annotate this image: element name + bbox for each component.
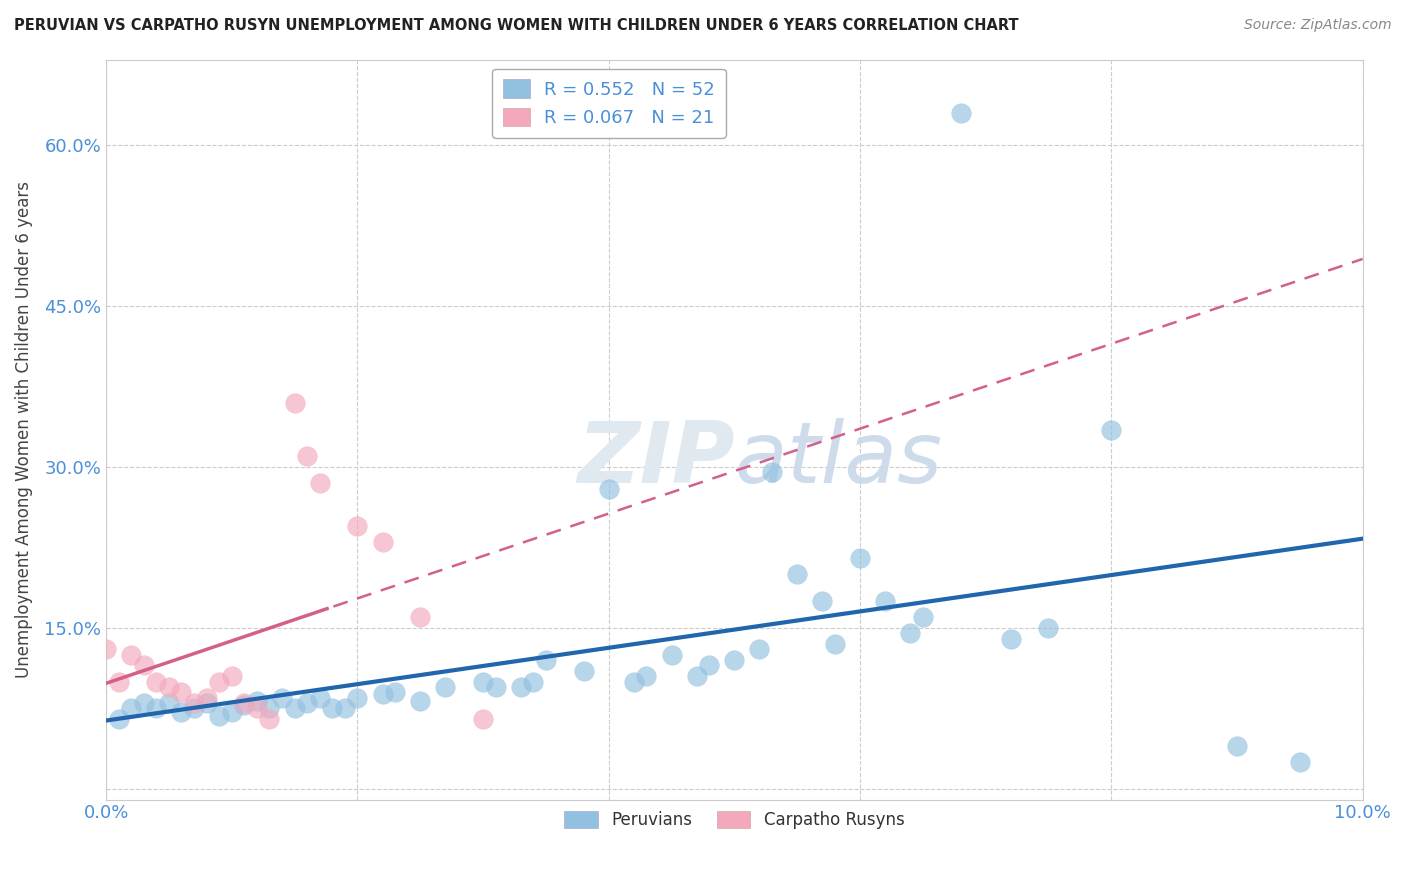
- Point: [875, 594, 897, 608]
- Point: [761, 466, 783, 480]
- Point: [409, 610, 432, 624]
- Point: [333, 701, 356, 715]
- Point: [723, 653, 745, 667]
- Point: [107, 674, 129, 689]
- Text: Source: ZipAtlas.com: Source: ZipAtlas.com: [1244, 18, 1392, 32]
- Point: [824, 637, 846, 651]
- Point: [522, 674, 544, 689]
- Point: [636, 669, 658, 683]
- Point: [509, 680, 531, 694]
- Point: [786, 567, 808, 582]
- Point: [911, 610, 934, 624]
- Text: atlas: atlas: [734, 417, 942, 500]
- Point: [384, 685, 406, 699]
- Point: [295, 696, 318, 710]
- Point: [898, 626, 921, 640]
- Point: [233, 698, 256, 713]
- Point: [170, 705, 193, 719]
- Point: [132, 658, 155, 673]
- Point: [371, 688, 394, 702]
- Point: [183, 701, 205, 715]
- Point: [107, 712, 129, 726]
- Point: [284, 701, 307, 715]
- Text: ZIP: ZIP: [576, 417, 734, 500]
- Y-axis label: Unemployment Among Women with Children Under 6 years: Unemployment Among Women with Children U…: [15, 181, 32, 678]
- Point: [472, 674, 495, 689]
- Point: [195, 690, 218, 705]
- Point: [623, 674, 645, 689]
- Point: [572, 664, 595, 678]
- Point: [284, 396, 307, 410]
- Point: [598, 482, 620, 496]
- Point: [183, 696, 205, 710]
- Legend: Peruvians, Carpatho Rusyns: Peruvians, Carpatho Rusyns: [558, 804, 911, 836]
- Text: PERUVIAN VS CARPATHO RUSYN UNEMPLOYMENT AMONG WOMEN WITH CHILDREN UNDER 6 YEARS : PERUVIAN VS CARPATHO RUSYN UNEMPLOYMENT …: [14, 18, 1019, 33]
- Point: [208, 709, 231, 723]
- Point: [94, 642, 117, 657]
- Point: [371, 535, 394, 549]
- Point: [534, 653, 557, 667]
- Point: [409, 694, 432, 708]
- Point: [434, 680, 457, 694]
- Point: [346, 690, 368, 705]
- Point: [246, 694, 269, 708]
- Point: [1000, 632, 1022, 646]
- Point: [132, 696, 155, 710]
- Point: [120, 701, 142, 715]
- Point: [748, 642, 770, 657]
- Point: [346, 519, 368, 533]
- Point: [145, 701, 167, 715]
- Point: [1038, 621, 1060, 635]
- Point: [485, 680, 508, 694]
- Point: [259, 712, 281, 726]
- Point: [221, 705, 243, 719]
- Point: [246, 701, 269, 715]
- Point: [120, 648, 142, 662]
- Point: [697, 658, 720, 673]
- Point: [195, 696, 218, 710]
- Point: [259, 701, 281, 715]
- Point: [295, 450, 318, 464]
- Point: [233, 696, 256, 710]
- Point: [145, 674, 167, 689]
- Point: [271, 690, 294, 705]
- Point: [1226, 739, 1249, 753]
- Point: [157, 696, 180, 710]
- Point: [1099, 423, 1122, 437]
- Point: [208, 674, 231, 689]
- Point: [811, 594, 834, 608]
- Point: [221, 669, 243, 683]
- Point: [308, 476, 330, 491]
- Point: [170, 685, 193, 699]
- Point: [849, 551, 872, 566]
- Point: [308, 690, 330, 705]
- Point: [661, 648, 683, 662]
- Point: [472, 712, 495, 726]
- Point: [157, 680, 180, 694]
- Point: [321, 701, 343, 715]
- Point: [685, 669, 707, 683]
- Point: [949, 106, 972, 120]
- Point: [1288, 755, 1310, 769]
